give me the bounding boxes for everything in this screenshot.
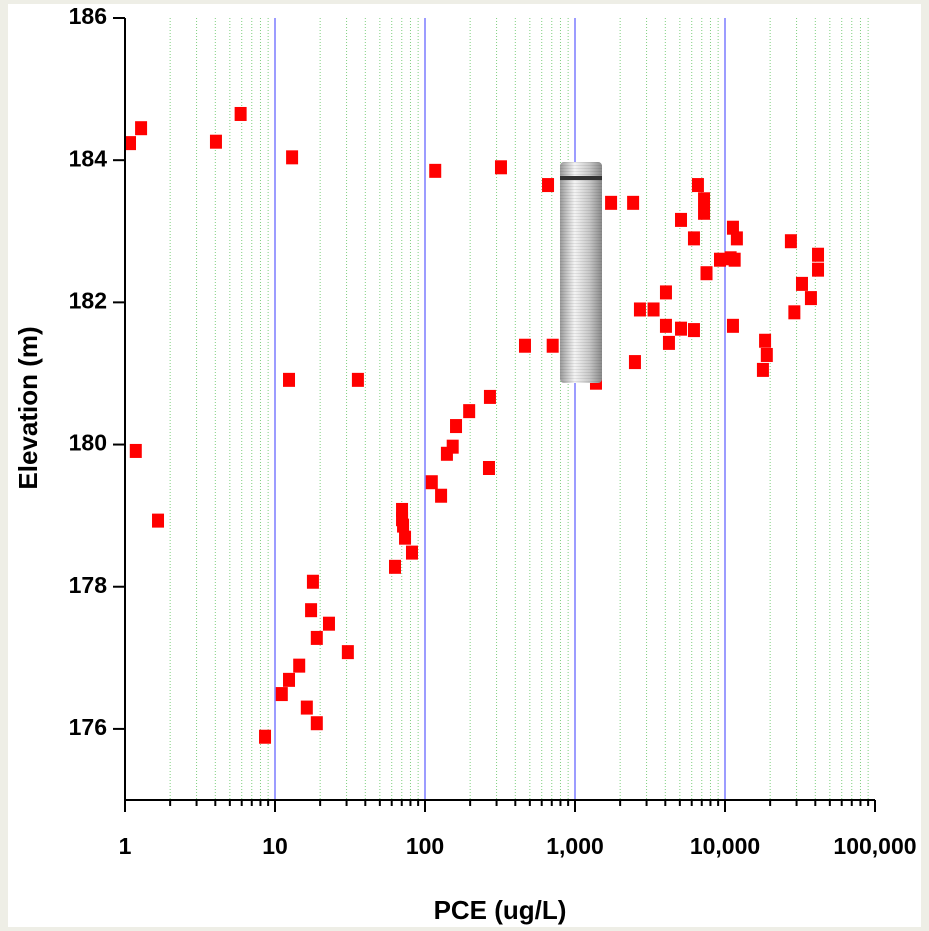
point [759,333,772,348]
point [518,338,531,353]
point [135,121,148,136]
grid [169,18,869,800]
point [124,136,137,151]
x-tick-label: 1 [119,833,132,859]
x-tick-label: 10,000 [690,833,760,859]
x-tick-label: 1,000 [546,833,604,859]
point [546,338,559,353]
point [804,291,817,306]
x-tick-label: 10 [262,833,288,859]
y-tick-label: 176 [69,714,107,740]
point [399,530,412,545]
point [305,603,318,618]
point [463,404,476,419]
plot-background [8,4,921,927]
x-tick-label: 100 [406,833,444,859]
point [784,234,797,249]
point [788,305,801,320]
point [698,205,711,220]
point [425,475,438,490]
point [429,163,442,178]
point [812,262,825,277]
well-screen [560,162,602,383]
point [700,266,713,281]
point [494,160,507,175]
point [283,672,296,687]
point [286,150,299,165]
point [698,192,711,207]
point [687,323,700,338]
point [306,574,319,589]
point [450,419,463,434]
point [812,247,825,262]
point [662,335,675,350]
point [152,513,165,528]
points [124,106,825,744]
y-tick-label: 186 [69,3,107,29]
point [675,212,688,227]
point [687,231,700,246]
point [756,362,769,377]
point [234,106,247,121]
axes: 1 10 100 1,000 10,000 100,000 176 178 180 182 184 1… [69,3,917,859]
point [760,347,773,362]
y-axis-title: Elevation (m) [13,326,43,489]
point [351,372,364,387]
point [633,302,646,317]
y-tick-label: 184 [69,145,108,171]
point [129,443,142,458]
point [726,220,739,235]
y-tick-label: 182 [69,287,107,313]
point [389,559,402,574]
point [259,729,272,744]
point [310,630,323,645]
point [209,134,222,149]
point [659,285,672,300]
point [341,645,354,660]
point [300,700,313,715]
x-tick-label: 100,000 [833,833,916,859]
x-axis-title: PCE (ug/L) [434,895,567,925]
point [730,231,743,246]
point [310,716,323,731]
point [647,302,660,317]
point [675,321,688,336]
point [627,195,640,210]
point [659,318,672,333]
point [483,389,496,404]
point [440,446,453,461]
point [628,355,641,370]
point [435,488,448,503]
point [795,276,808,291]
point [691,178,704,193]
point [605,195,618,210]
point [293,658,306,673]
point [482,461,495,476]
point [405,545,418,560]
point [726,318,739,333]
point [397,518,410,533]
point [713,252,726,267]
y-tick-label: 180 [69,430,107,456]
point [322,616,335,631]
point [728,252,741,267]
point [542,178,555,193]
y-tick-label: 178 [69,572,108,598]
point [275,687,288,702]
point [283,372,296,387]
